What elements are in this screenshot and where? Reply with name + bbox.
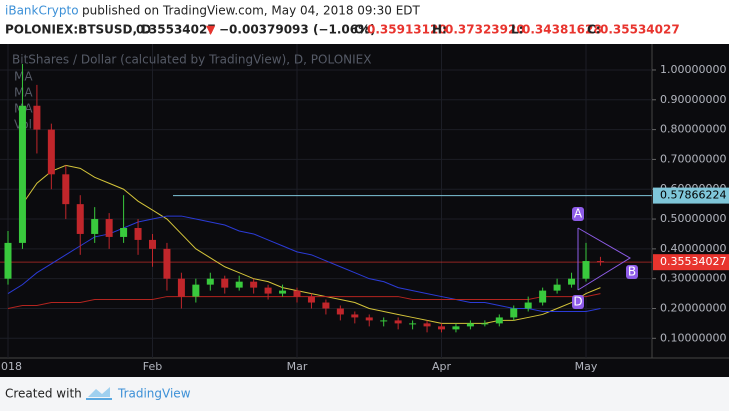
candle-body: [177, 278, 185, 297]
y-tick-label: 0.80000000: [660, 123, 726, 136]
candle-body: [452, 326, 460, 330]
candle-body: [293, 290, 301, 297]
candle-body: [524, 302, 532, 309]
moving-average: [7, 293, 601, 309]
candle-body: [596, 261, 604, 263]
candle-body: [221, 278, 229, 288]
candle-body: [33, 105, 41, 130]
x-tick-label: 2018: [0, 360, 22, 373]
footer-brand: TradingView: [117, 387, 191, 401]
o-label: O:: [354, 23, 369, 37]
footer-bg: [0, 377, 729, 411]
annotation: D: [573, 295, 582, 309]
candle-body: [250, 281, 258, 288]
c: 0.35534027: [600, 23, 680, 37]
o: 0.35913120: [367, 23, 447, 37]
y-tick-label: 0.20000000: [660, 301, 726, 314]
candle-body: [582, 261, 590, 279]
candle-body: [553, 284, 561, 291]
candle-body: [423, 323, 431, 327]
x-tick-label: Feb: [143, 360, 162, 373]
candle-body: [380, 320, 388, 322]
candle-body: [307, 296, 315, 303]
tv-logo: [86, 387, 112, 400]
candle-body: [149, 239, 156, 249]
hline-label: 0.57866224: [660, 189, 726, 202]
h-label: H:: [432, 23, 447, 37]
candle-body: [495, 317, 503, 324]
candle-body: [438, 326, 445, 330]
candle-body: [322, 302, 330, 309]
candle-body: [409, 323, 417, 325]
chart-bg: [0, 44, 729, 377]
candle-body: [394, 320, 402, 324]
candle-body: [264, 287, 272, 294]
annotation: B: [628, 265, 636, 279]
candle-body: [192, 284, 200, 297]
pattern-lines: [577, 227, 631, 291]
candle-body: [510, 308, 518, 318]
annotation-bg: [626, 265, 638, 279]
publisher: iBankCrypto: [5, 4, 79, 18]
x-tick-label: Apr: [432, 360, 452, 373]
y-tick-label: 0.10000000: [660, 331, 726, 344]
candle-body: [76, 204, 84, 234]
header-bg: [0, 0, 729, 44]
hline-label-bg: [653, 187, 729, 204]
symbol: POLONIEX:BTSUSD, D: [5, 23, 151, 37]
annotation-bg: [572, 295, 584, 309]
arrow: ▼: [206, 23, 216, 37]
annotation: A: [574, 207, 583, 221]
quote-line: POLONIEX:BTSUSD, D 0.35534027 ▼ −0.00379…: [5, 23, 680, 37]
candle-body: [62, 174, 70, 205]
candle-body: [163, 248, 171, 279]
candle-body: [47, 129, 55, 175]
candle-body: [365, 317, 373, 321]
l: 0.34381628: [522, 23, 602, 37]
annotation-bg: [572, 207, 584, 221]
candle-body: [539, 290, 547, 303]
indicator-label: MA: [14, 86, 33, 100]
y-tick-label: 0.50000000: [660, 212, 726, 225]
chart-title: BitShares / Dollar (calculated by Tradin…: [12, 53, 371, 67]
y-tick-label: 0.70000000: [660, 152, 726, 165]
candle-body: [4, 242, 12, 279]
c-label: C:: [587, 23, 601, 37]
y-tick-label: 1.00000000: [660, 63, 726, 76]
h: 0.37323920: [445, 23, 525, 37]
last-price-label: 0.35534027: [660, 255, 726, 268]
candle-body: [279, 290, 287, 294]
candle-body: [481, 323, 489, 325]
y-tick-label: 0.90000000: [660, 93, 726, 106]
candle-body: [105, 219, 113, 237]
y-tick-label: 0.40000000: [660, 242, 726, 255]
indicator-label: MA: [14, 70, 33, 84]
candle-body: [18, 105, 26, 243]
x-tick-label: May: [575, 360, 598, 373]
footer-created: Created with: [5, 387, 82, 401]
candle-body: [134, 227, 142, 240]
y-tick-label: 0.30000000: [660, 272, 726, 285]
last-price-label-bg: [653, 254, 729, 271]
candle-body: [91, 219, 99, 234]
change: −0.00379093 (−1.06%): [219, 23, 376, 37]
candle-body: [336, 308, 344, 315]
candle-body: [466, 323, 474, 327]
candle-body: [235, 281, 243, 288]
published: published on TradingView.com, May 04, 20…: [82, 4, 421, 18]
candle-body: [568, 278, 576, 285]
candle-body: [351, 314, 359, 318]
candle-body: [206, 278, 214, 285]
candle-body: [120, 227, 128, 237]
last: 0.35534027: [136, 23, 216, 37]
l-label: L:: [511, 23, 523, 37]
x-tick-label: Mar: [287, 360, 308, 373]
